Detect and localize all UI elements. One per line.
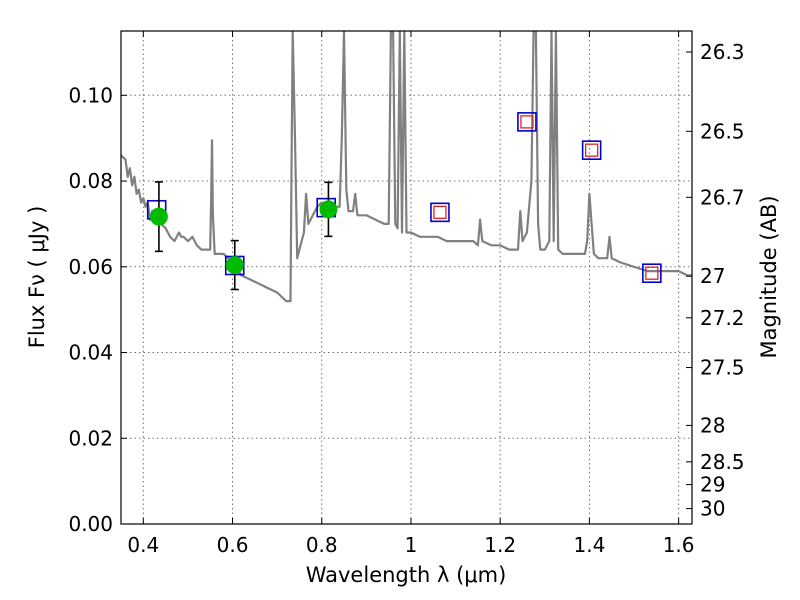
spectrum-line — [121, 31, 692, 303]
mag-tick-label: 27 — [700, 264, 725, 288]
upper-limit-marker — [584, 143, 599, 157]
mag-tick-label: 26.3 — [700, 40, 745, 64]
observed-point — [319, 200, 338, 219]
mag-tick-label: 26.7 — [700, 185, 745, 209]
x-tick-label: 1.4 — [573, 533, 605, 557]
x-tick-label: 1.6 — [663, 533, 695, 557]
mag-tick-label: 26.5 — [700, 119, 745, 143]
x-tick-label: 1.2 — [484, 533, 516, 557]
model-photometry-box — [642, 263, 662, 284]
observed-point — [225, 256, 244, 275]
model-photometry-box — [581, 140, 602, 160]
x-tick-label: 0.6 — [217, 533, 249, 557]
y2-axis-label: Magnitude (AB) — [757, 195, 781, 358]
y-axis-label: Flux Fν ( μJy ) — [25, 206, 49, 349]
upper-limit-marker — [433, 205, 447, 219]
upper-limit-marker — [645, 266, 659, 280]
model-photometry-box — [517, 112, 537, 132]
x-axis-label: Wavelength λ (μm) — [306, 563, 507, 587]
y-tick-label: 0.04 — [68, 341, 113, 365]
model-photometry-box — [430, 202, 450, 223]
y-tick-label: 0.08 — [68, 169, 113, 193]
y-tick-label: 0.02 — [68, 426, 113, 450]
y-tick-label: 0.10 — [68, 83, 113, 107]
upper-limit-marker — [520, 115, 534, 129]
x-tick-label: 0.4 — [127, 533, 159, 557]
mag-tick-label: 27.5 — [700, 356, 745, 380]
plot-area — [121, 31, 692, 303]
plot-frame — [120, 30, 693, 525]
mag-tick-label: 27.2 — [700, 306, 745, 330]
mag-tick-label: 28 — [700, 413, 725, 437]
observed-point — [149, 207, 168, 226]
y-tick-label: 0.00 — [68, 512, 113, 536]
x-tick-label: 0.8 — [306, 533, 338, 557]
mag-tick-label: 29 — [700, 473, 725, 497]
axis-ticks: 0.4 0.6 0.8 1 1.2 1.4 1.6 0.00 0.02 0.04 0.06 0.08 0… — [68, 31, 745, 557]
mag-tick-label: 28.5 — [700, 450, 745, 474]
x-tick-label: 1 — [405, 533, 418, 557]
mag-tick-label: 30 — [700, 497, 725, 521]
y-tick-label: 0.06 — [68, 255, 113, 279]
